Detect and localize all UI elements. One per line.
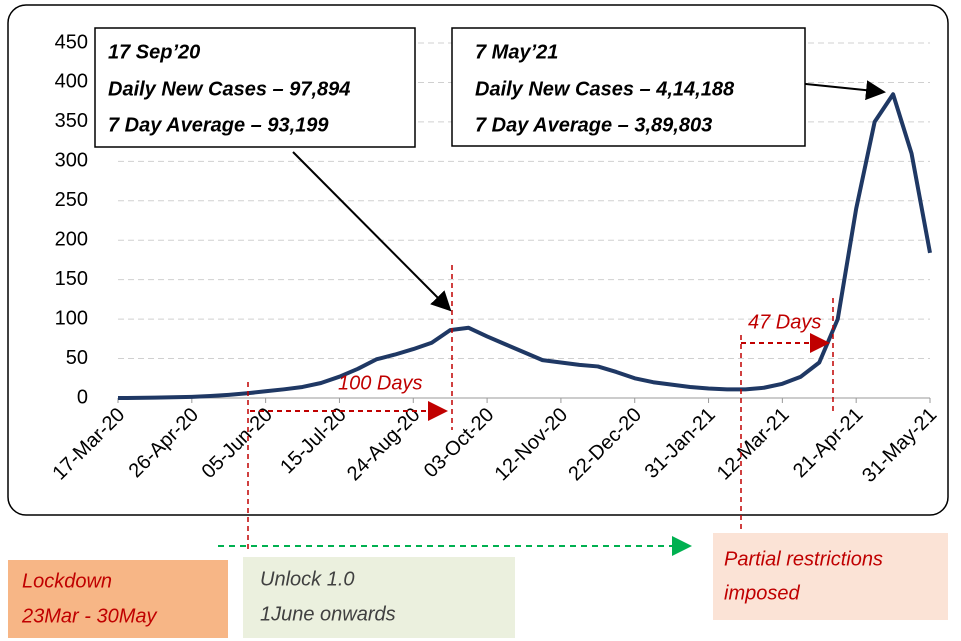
y-tick-label: 50 [66, 347, 88, 369]
box-text: Lockdown [22, 570, 112, 592]
callout-text: 17 Sep’20 [108, 41, 200, 63]
callout-text: 7 May’21 [475, 41, 558, 63]
y-tick-label: 400 [55, 71, 88, 93]
y-tick-label: 350 [55, 110, 88, 132]
gap-label: 47 Days [748, 311, 821, 333]
gap-label: 100 Days [338, 372, 423, 394]
callout-text: 7 Day Average – 93,199 [108, 114, 329, 136]
arrow [292, 151, 452, 312]
box-text: imposed [724, 582, 800, 604]
callout-text: 7 Day Average – 3,89,803 [475, 114, 712, 136]
y-tick-label: 150 [55, 268, 88, 290]
callout [94, 27, 416, 148]
line [117, 92, 932, 400]
y-tick-label: 450 [55, 31, 88, 53]
y-tick-label: 250 [55, 189, 88, 211]
lockdown-box [8, 560, 228, 638]
box-text: 1June onwards [260, 603, 396, 625]
y-tick-label: 200 [55, 229, 88, 251]
partial-box [713, 533, 948, 620]
callout-text: Daily New Cases – 97,894 [108, 78, 350, 100]
box-text: Unlock 1.0 [260, 568, 355, 590]
callout-text: Daily New Cases – 4,14,188 [475, 78, 735, 100]
y-tick-label: 300 [55, 150, 88, 172]
box-text: Partial restrictions [724, 548, 883, 570]
box-text: 23Mar - 30May [21, 605, 157, 627]
y-tick-label: 0 [77, 386, 88, 408]
guides [247, 265, 834, 556]
y-tick-label: 100 [55, 307, 88, 329]
unlock-box [243, 557, 515, 638]
callout [451, 27, 806, 147]
